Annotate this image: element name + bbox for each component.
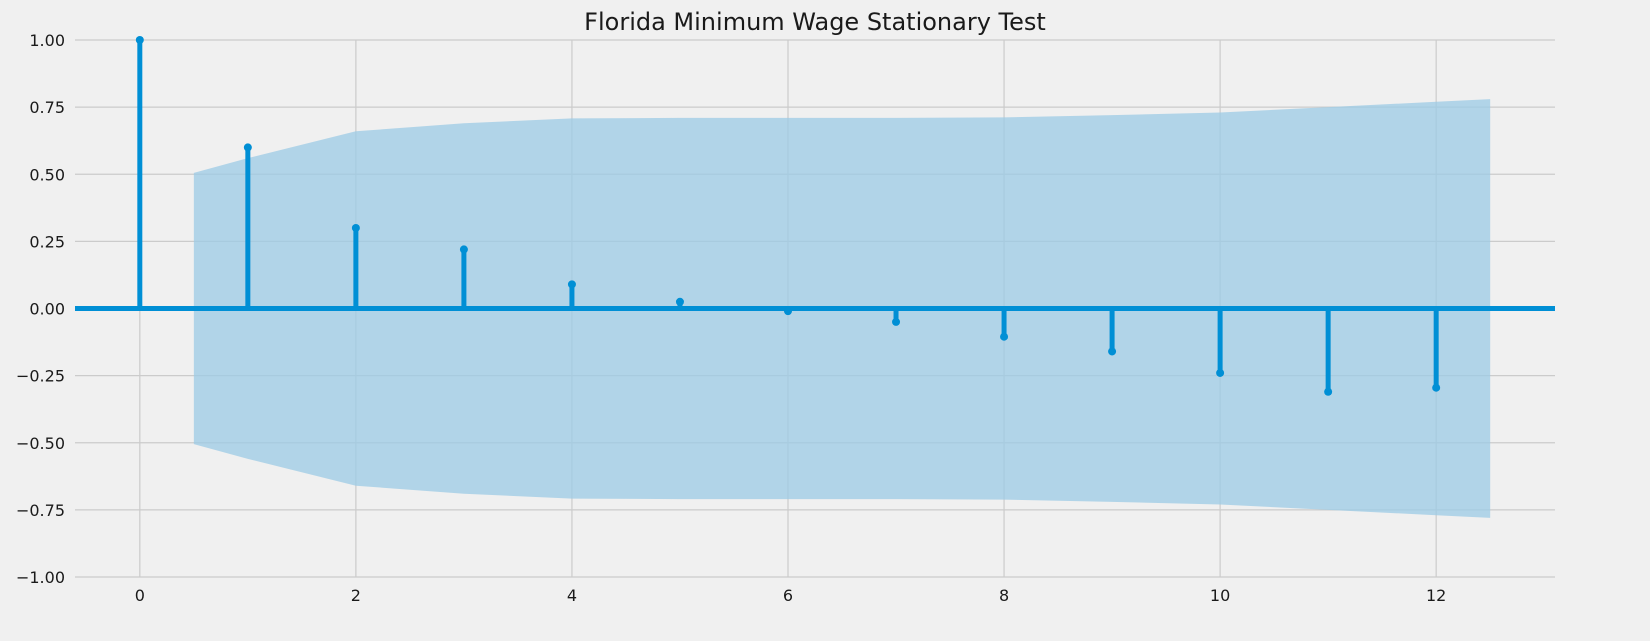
acf-marker-lag-2 <box>351 223 360 232</box>
y-tick-label: −1.00 <box>16 568 65 587</box>
acf-marker-lag-4 <box>567 280 576 289</box>
x-tick-label: 4 <box>567 586 577 605</box>
acf-marker-lag-7 <box>892 317 901 326</box>
acf-marker-lag-5 <box>675 297 684 306</box>
y-tick-label: 0.25 <box>29 232 65 251</box>
y-tick-label: −0.25 <box>16 367 65 386</box>
x-tick-label: 8 <box>999 586 1009 605</box>
x-tick-label: 0 <box>135 586 145 605</box>
acf-marker-lag-1 <box>243 143 252 152</box>
chart-title: Florida Minimum Wage Stationary Test <box>584 8 1046 36</box>
acf-marker-lag-10 <box>1216 368 1225 377</box>
y-tick-label: 0.00 <box>29 300 65 319</box>
tick-label-layer: 0 2 4 6 8 10 12 1.00 0.75 0.50 0.25 0.00 −0.25 −0.50 −… <box>16 31 1446 605</box>
acf-marker-lag-12 <box>1432 383 1441 392</box>
acf-marker-lag-3 <box>459 245 468 254</box>
y-tick-label: 0.75 <box>29 98 65 117</box>
stem-layer <box>75 36 1555 396</box>
y-tick-label: −0.75 <box>16 501 65 520</box>
acf-marker-lag-8 <box>1000 332 1009 341</box>
x-tick-label: 2 <box>351 586 361 605</box>
y-tick-label: −0.50 <box>16 434 65 453</box>
acf-marker-lag-11 <box>1324 387 1333 396</box>
x-tick-label: 10 <box>1210 586 1230 605</box>
acf-marker-lag-6 <box>783 307 792 316</box>
x-tick-label: 6 <box>783 586 793 605</box>
acf-marker-lag-9 <box>1108 347 1117 356</box>
x-tick-label: 12 <box>1426 586 1446 605</box>
y-tick-label: 1.00 <box>29 31 65 50</box>
acf-marker-lag-0 <box>135 36 144 44</box>
y-tick-label: 0.50 <box>29 165 65 184</box>
